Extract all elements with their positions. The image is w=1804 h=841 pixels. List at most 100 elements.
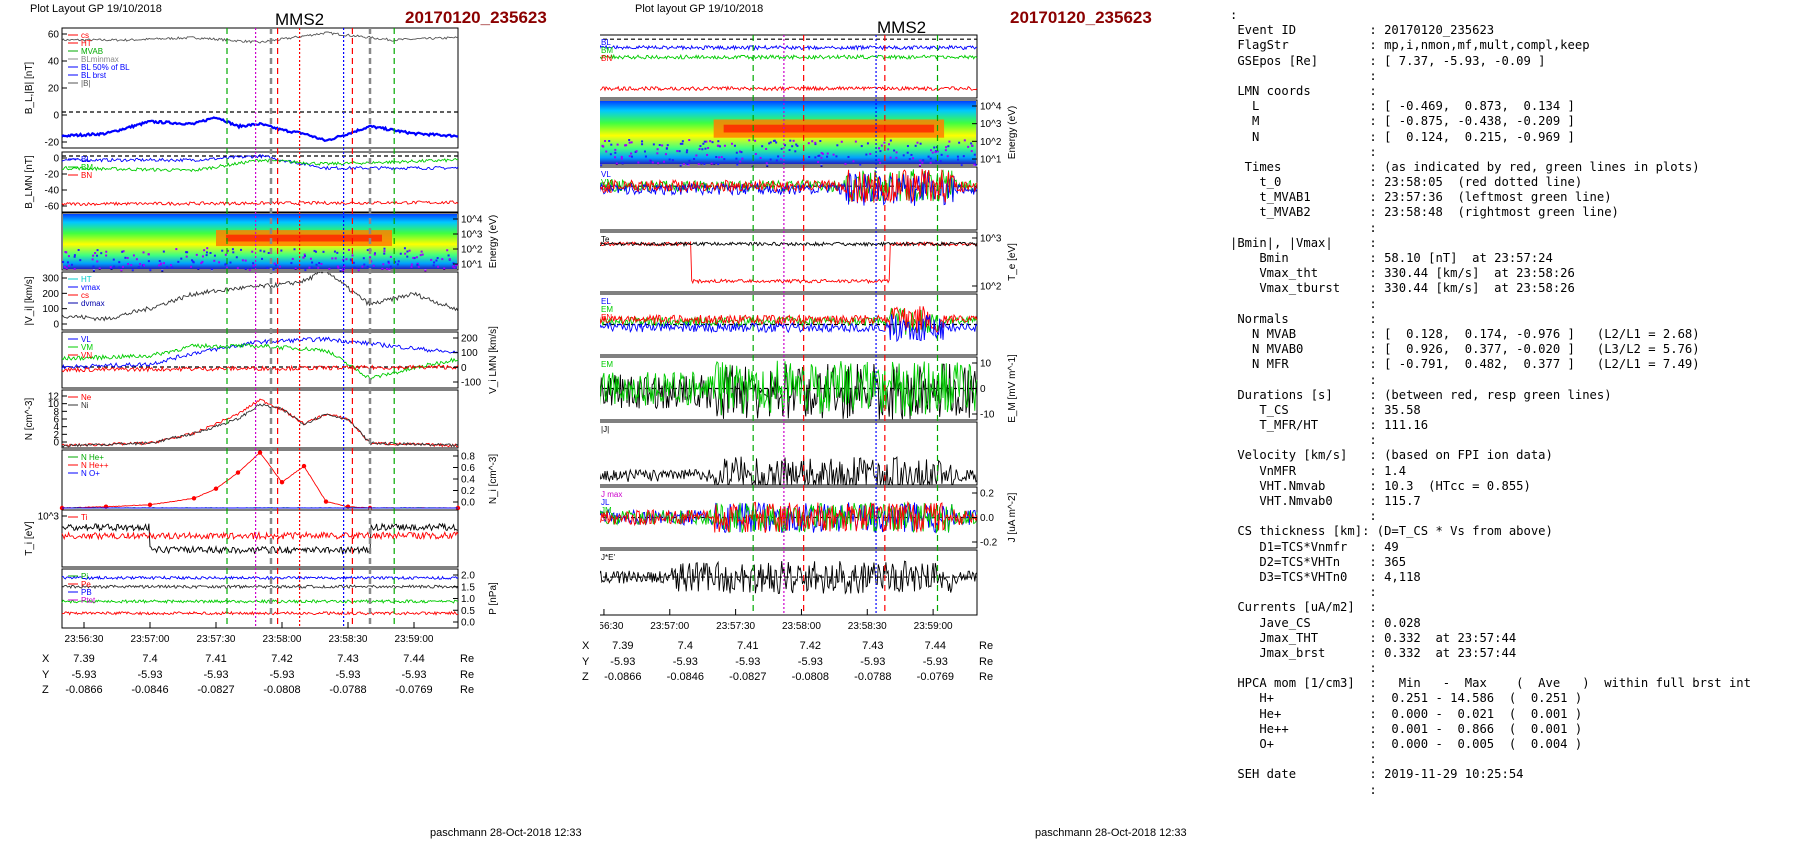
spectrogram-speckle xyxy=(225,266,228,269)
spectrogram-speckle xyxy=(406,250,409,253)
spectrogram-speckle xyxy=(794,150,797,153)
spectrogram-speckle xyxy=(852,160,855,163)
spectrogram-speckle xyxy=(131,269,134,272)
y-tick-label: 10^2 xyxy=(461,245,483,256)
info-line: D1=TCS*Vnmfr : 49 xyxy=(1230,539,1399,554)
spectrogram-speckle xyxy=(720,156,723,159)
coord-unit: Re xyxy=(460,653,475,665)
signal-trace xyxy=(600,240,978,285)
spectrogram-speckle xyxy=(702,142,705,145)
spectrogram-speckle xyxy=(658,144,661,147)
spectrogram-speckle xyxy=(171,266,174,269)
x-tick-label: 23:59:00 xyxy=(914,621,953,632)
spectrogram-speckle xyxy=(974,163,977,166)
spectrogram-speckle xyxy=(333,250,336,253)
legend-entry: BM xyxy=(81,163,93,172)
y-tick-label: 40 xyxy=(48,57,60,68)
spectrogram-speckle xyxy=(147,253,150,256)
coord-value: -5.93 xyxy=(672,655,698,668)
spectrogram-speckle xyxy=(224,263,227,266)
spectrogram-speckle xyxy=(73,268,76,271)
spectrogram-speckle xyxy=(317,266,320,269)
spectrogram-speckle xyxy=(394,261,397,264)
spectrogram-speckle xyxy=(739,160,742,163)
info-line: : xyxy=(1230,296,1377,311)
y-tick-label: 100 xyxy=(461,348,478,359)
spectrogram-speckle xyxy=(310,266,313,269)
spectrogram-speckle xyxy=(768,142,771,145)
spectrogram-speckle xyxy=(970,150,973,153)
spectrogram-speckle xyxy=(889,139,892,142)
y-tick-label: 10^2 xyxy=(980,282,1002,293)
spectrogram-speckle xyxy=(383,247,386,250)
legend-entry: J max xyxy=(601,490,622,499)
spectrogram-speckle xyxy=(795,143,798,146)
coord-value: -5.93 xyxy=(269,668,295,681)
coord-unit: Re xyxy=(460,684,475,696)
series-trace-Vi xyxy=(61,271,459,322)
spectrogram-speckle xyxy=(453,266,456,269)
spectrogram-speckle xyxy=(389,265,392,268)
spectrogram-speckle xyxy=(415,256,418,259)
spectrogram-speckle xyxy=(124,256,127,259)
spectrogram-speckle xyxy=(801,162,804,165)
spectrogram-speckle xyxy=(796,144,799,147)
legend-entry: BN xyxy=(601,54,612,63)
spectrogram-speckle xyxy=(705,140,708,143)
spectrogram-speckle xyxy=(711,141,714,144)
legend-entry: vmax xyxy=(81,283,100,292)
coord-value: -0.0866 xyxy=(65,684,103,696)
spectrogram-speckle xyxy=(759,156,762,159)
spectrogram-speckle xyxy=(652,143,655,146)
y-tick-label: 10^4 xyxy=(980,102,1002,113)
coord-value: -5.93 xyxy=(401,668,427,681)
panel-right-6: 10 0 -10 E_M [mV m^-1] EM xyxy=(600,354,1018,423)
panel-left-7: 0.80.60.40.20.0 N_i [cm^-3] N He+N He++N O… xyxy=(59,449,499,511)
spectrogram-speckle xyxy=(318,262,321,265)
spectrogram-speckle xyxy=(847,155,850,158)
spectrogram-speckle xyxy=(73,255,76,258)
spectrogram-speckle xyxy=(820,156,823,159)
spectrogram-speckle xyxy=(430,258,433,261)
info-line: D2=TCS*VHTn : 365 xyxy=(1230,554,1407,569)
signal-trace xyxy=(600,169,978,202)
spectrogram-speckle xyxy=(259,249,262,252)
spectrogram-speckle xyxy=(908,158,911,161)
spectrogram-speckle xyxy=(826,155,829,158)
coord-value: 7.4 xyxy=(142,653,158,665)
spectrogram-speckle xyxy=(614,156,617,159)
spectrogram-speckle xyxy=(314,250,317,253)
panel-right-2: 10^4 10^3 10^2 10^1 Energy (eV) xyxy=(600,99,1018,167)
y-tick-label: -20 xyxy=(45,170,60,181)
spectrogram-speckle xyxy=(699,145,702,148)
spectrogram-speckle xyxy=(736,163,739,166)
spectrogram-speckle xyxy=(342,269,345,272)
info-line: GSEpos [Re] : [ 7.37, -5.93, -0.09 ] xyxy=(1230,53,1546,68)
left-plot-layout-label: Plot Layout GP 19/10/2018 xyxy=(30,3,162,15)
spectrogram-speckle xyxy=(715,156,718,159)
spectrogram-speckle xyxy=(735,151,738,154)
spectrogram-speckle xyxy=(766,164,769,167)
spectrogram-speckle xyxy=(118,261,121,264)
right-figure-panels: 0-20-40-60B_LMN [nT]BLBMBN10^410^310^210… xyxy=(600,34,1018,632)
coord-value: -5.93 xyxy=(610,655,636,668)
panel-frame xyxy=(600,34,978,99)
spectrogram-speckle xyxy=(717,140,720,143)
spectrogram-speckle xyxy=(336,251,339,254)
info-line: Vmax_tburst : 330.44 [km/s] at 23:58:26 xyxy=(1230,281,1575,296)
right-footer-credit: paschmann 28-Oct-2018 12:33 xyxy=(1035,827,1187,839)
spectrogram-speckle xyxy=(668,158,671,161)
spectrogram-speckle xyxy=(621,162,624,165)
spectrogram-speckle xyxy=(308,266,311,269)
spectrogram-speckle xyxy=(717,144,720,147)
spectrogram-speckle xyxy=(149,269,152,272)
info-line: D3=TCS*VHTn0 : 4,118 xyxy=(1230,569,1421,584)
spectrogram-speckle xyxy=(919,159,922,162)
spectrogram-speckle xyxy=(382,263,385,266)
spectrogram-speckle xyxy=(814,156,817,159)
spectrogram-speckle xyxy=(213,259,216,262)
coord-value: -5.93 xyxy=(335,668,361,681)
spectrogram-speckle xyxy=(931,151,934,154)
signal-trace xyxy=(600,172,978,206)
